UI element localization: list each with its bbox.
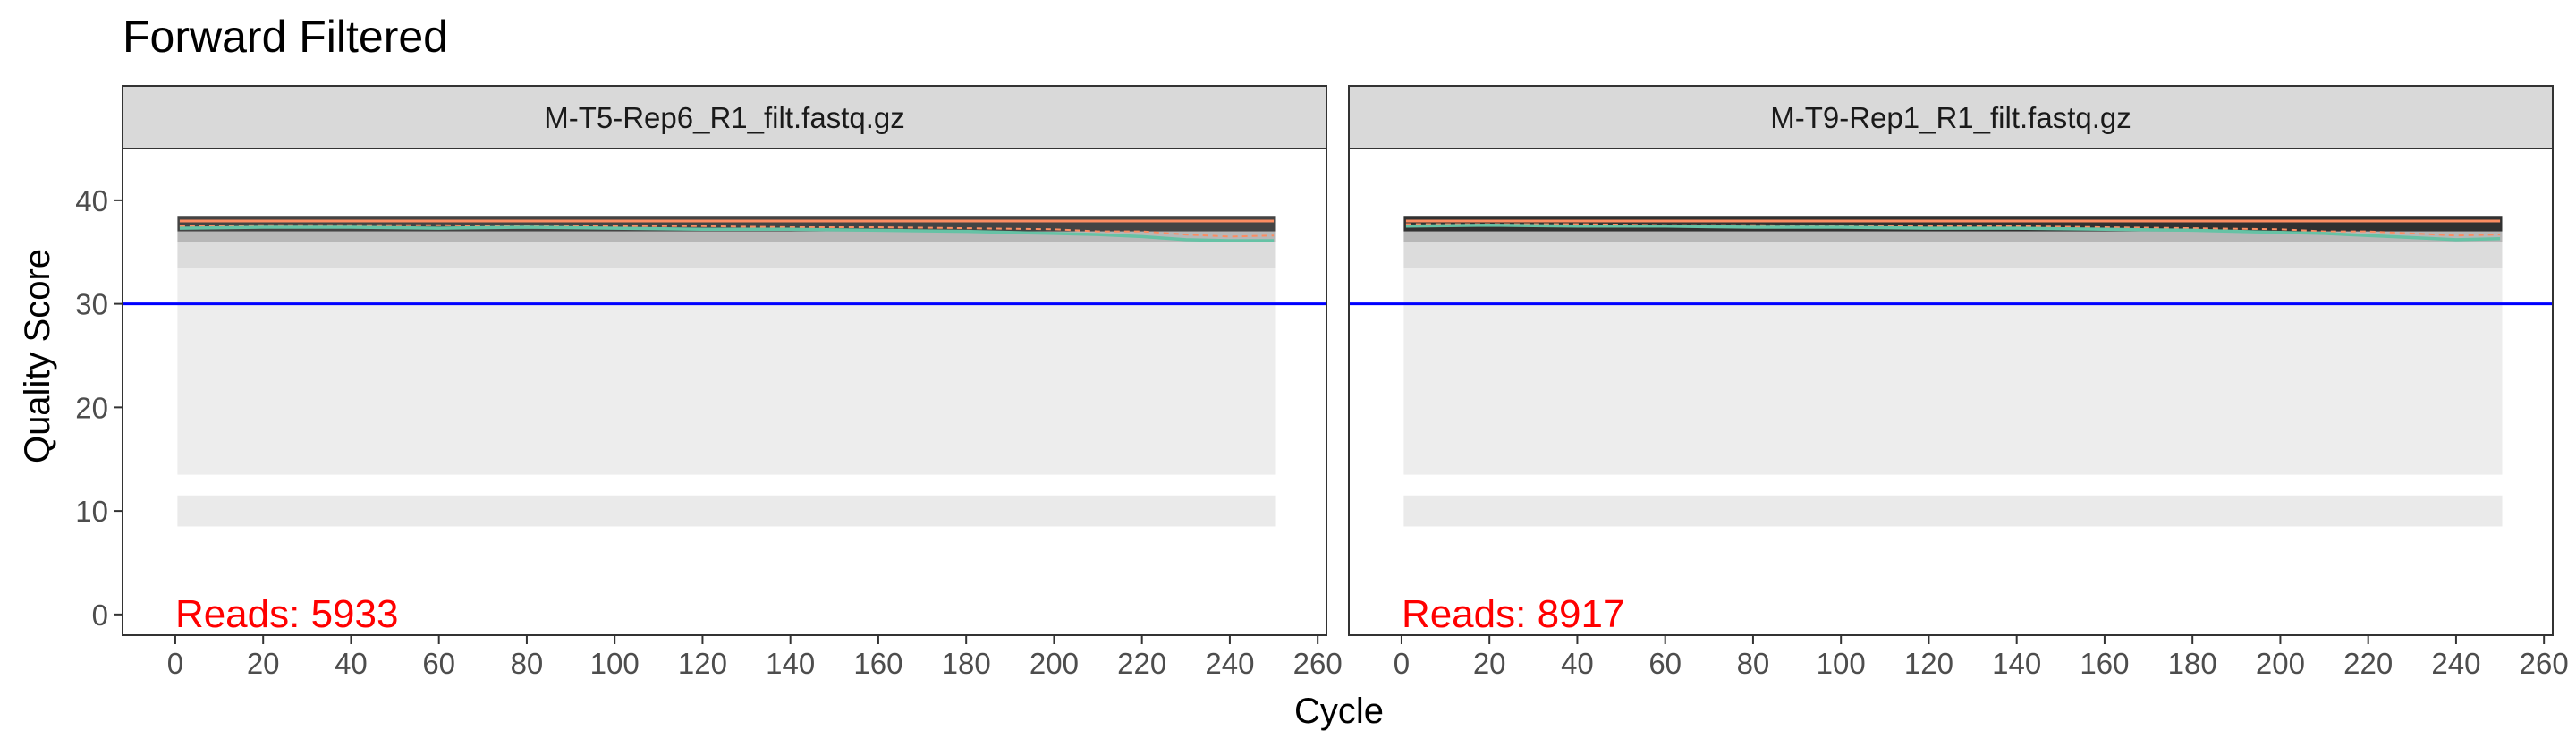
x-tick-label: 260 — [1293, 647, 1343, 680]
x-tick-label: 180 — [2168, 647, 2217, 680]
quartile-line — [1405, 223, 2501, 237]
x-tick-label: 80 — [511, 647, 544, 680]
panels-layer: M-T5-Rep6_R1_filt.fastq.gz Reads: 5933 0 20… — [75, 85, 2569, 680]
chart-title: Forward Filtered — [123, 12, 448, 62]
facet-strip — [122, 85, 1327, 149]
panel-1: M-T5-Rep6_R1_filt.fastq.gz Reads: 5933 0 20… — [75, 85, 1343, 680]
y-tick-label: 10 — [75, 495, 108, 528]
x-tick-label: 160 — [2080, 647, 2129, 680]
heatmap-band — [1403, 495, 2503, 527]
plot-area — [1349, 216, 2553, 527]
x-tick-label: 200 — [1030, 647, 1079, 680]
x-axis-label: Cycle — [1294, 692, 1384, 731]
x-tick-label: 20 — [1473, 647, 1506, 680]
heatmap-band — [177, 242, 1276, 268]
reads-count-label: Reads: 8917 — [1402, 592, 1625, 636]
x-tick-label: 100 — [590, 647, 640, 680]
heatmap-band — [1403, 242, 2503, 268]
x-tick-label: 240 — [2431, 647, 2480, 680]
x-tick-label: 120 — [1904, 647, 1953, 680]
x-tick-label: 40 — [1561, 647, 1594, 680]
x-tick-label: 20 — [247, 647, 280, 680]
x-tick-label: 80 — [1737, 647, 1770, 680]
heatmap-band — [177, 495, 1276, 527]
panel-border — [1348, 148, 2554, 636]
x-tick-label: 200 — [2256, 647, 2305, 680]
heatmap-band — [177, 231, 1276, 242]
y-tick-label: 30 — [75, 288, 108, 321]
mean-line — [1405, 223, 2501, 242]
y-tick-label: 40 — [75, 184, 108, 217]
x-tick-label: 220 — [1117, 647, 1166, 680]
x-tick-label: 140 — [766, 647, 815, 680]
heatmap-band — [1403, 268, 2503, 475]
x-tick-label: 140 — [1992, 647, 2041, 680]
x-tick-label: 160 — [853, 647, 902, 680]
x-tick-label: 120 — [678, 647, 727, 680]
facet-strip — [1348, 85, 2554, 149]
heatmap-band — [1403, 231, 2503, 242]
x-tick-label: 40 — [335, 647, 368, 680]
plot-area — [123, 216, 1326, 527]
facet-strip-label: M-T5-Rep6_R1_filt.fastq.gz — [544, 101, 905, 134]
x-tick-label: 100 — [1817, 647, 1866, 680]
x-tick-label: 0 — [167, 647, 183, 680]
x-tick-label: 220 — [2343, 647, 2393, 680]
y-tick-label: 0 — [92, 599, 108, 632]
panel-2: M-T9-Rep1_R1_filt.fastq.gz Reads: 8917 0 20… — [1348, 85, 2569, 680]
heatmap-band — [177, 268, 1276, 475]
x-tick-label: 260 — [2520, 647, 2569, 680]
panel-border — [122, 148, 1327, 636]
y-tick-label: 20 — [75, 391, 108, 424]
quartile-line — [179, 224, 1275, 238]
x-tick-label: 60 — [1648, 647, 1682, 680]
mean-line — [179, 225, 1275, 242]
x-tick-label: 0 — [1394, 647, 1410, 680]
x-tick-label: 60 — [422, 647, 455, 680]
reads-count-label: Reads: 5933 — [175, 592, 399, 636]
facet-strip-label: M-T9-Rep1_R1_filt.fastq.gz — [1770, 101, 2131, 134]
x-tick-label: 180 — [942, 647, 991, 680]
x-tick-label: 240 — [1205, 647, 1254, 680]
y-axis-label: Quality Score — [18, 249, 57, 463]
